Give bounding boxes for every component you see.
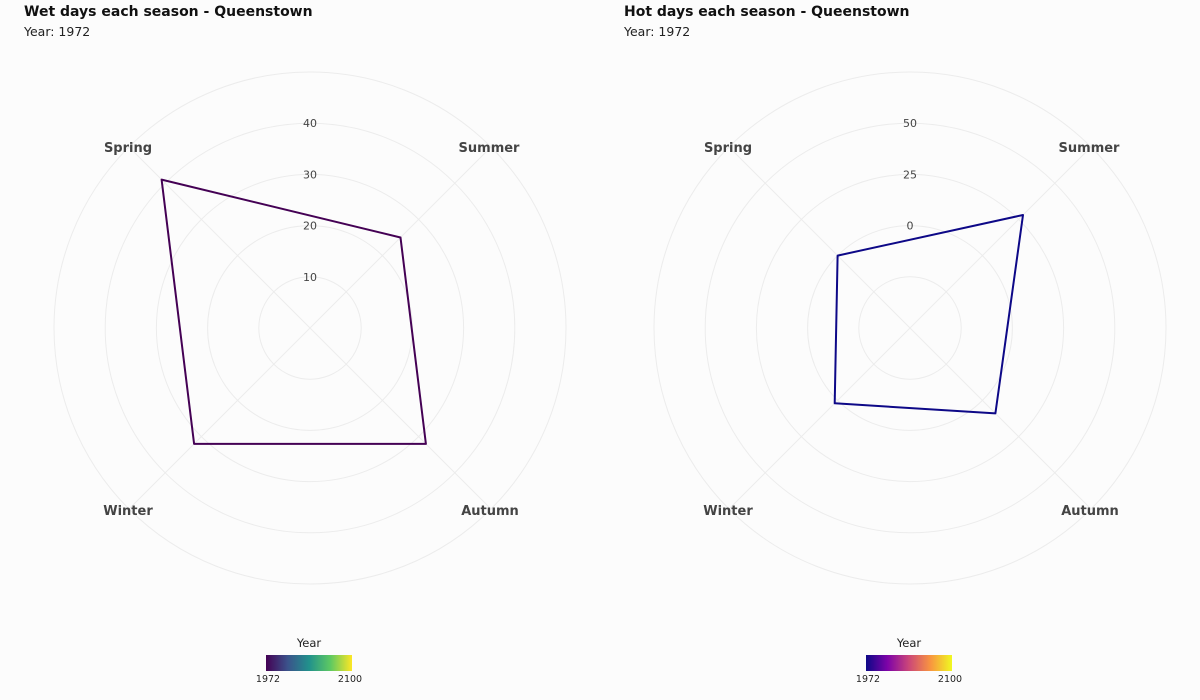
legend-max-label: 2100 [337,674,363,685]
grid-spoke [128,146,311,329]
radial-tick-label: 40 [303,117,317,130]
grid-ring [704,122,1116,534]
series-polygon [833,214,1024,415]
category-label: Autumn [461,504,519,519]
year-legend: Year 1972 2100 [839,636,979,688]
category-label: Summer [1059,141,1121,156]
legend-title: Year [896,636,922,650]
series-polygon [160,178,427,445]
hot-days-panel: Hot days each season - Queenstown Year: … [600,0,1200,700]
legend-colorbar [866,655,952,671]
grid-ring [807,225,1013,431]
legend-min-label: 1972 [855,674,881,685]
wet-days-panel: Wet days each season - Queenstown Year: … [24,4,567,688]
category-label: Winter [103,504,153,519]
grid-spoke [728,146,911,329]
grid-spoke [128,327,311,510]
legend-min-label: 1972 [255,674,281,685]
grid-spoke [309,327,492,510]
category-label: Spring [104,141,152,156]
year-legend: Year 1972 2100 [239,636,379,688]
grid-ring [155,173,465,483]
grid-ring [653,71,1167,585]
grid-spoke [909,146,1092,329]
legend-colorbar [266,655,352,671]
chart-subtitle: Year: 1972 [24,24,91,39]
category-label: Summer [459,141,521,156]
chart-title: Hot days each season - Queenstown [624,4,910,20]
legend-max-label: 2100 [937,674,963,685]
radial-tick-label: 20 [303,220,317,233]
category-label: Winter [703,504,753,519]
legend-title: Year [296,636,322,650]
grid-ring [104,122,516,534]
radial-tick-label: 30 [303,168,317,181]
category-label: Autumn [1061,504,1119,519]
radial-tick-label: 50 [903,117,917,130]
grid-ring [858,276,962,380]
hot-days-radar-chart: 0 25 50 Spring Summer Autumn Winter [653,71,1167,585]
grid-ring [755,173,1065,483]
grid-spoke [909,327,1092,510]
radial-tick-label: 0 [907,220,914,233]
grid-spoke [728,327,911,510]
grid-ring [53,71,567,585]
radial-tick-label: 25 [903,168,917,181]
category-label: Spring [704,141,752,156]
radial-tick-label: 10 [303,271,317,284]
chart-subtitle: Year: 1972 [624,24,691,39]
chart-title: Wet days each season - Queenstown [24,4,313,20]
wet-days-radar-chart: 10 20 30 40 Spring Summer Autumn Winter [53,71,567,585]
grid-ring [258,276,362,380]
